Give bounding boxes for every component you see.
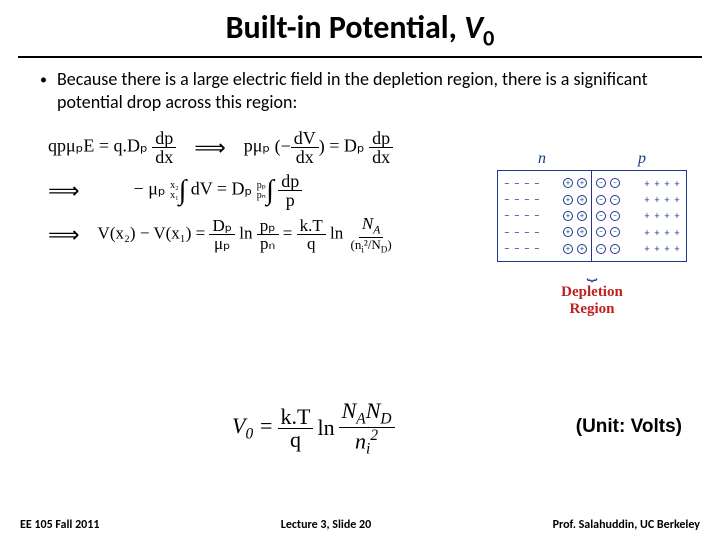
integral-icon: ∫ (179, 175, 187, 207)
integral-icon: ∫ (266, 175, 274, 207)
brace-icon: ⏟ (492, 260, 692, 282)
unit-label: (Unit: Volts) (576, 416, 682, 438)
title-prefix: Built-in Potential, (226, 8, 464, 47)
footer-right: Prof. Salahuddin, UC Berkeley (553, 518, 700, 532)
title-sub: 0 (483, 25, 494, 52)
eq1-left: qpμₚE = q.Dₚ dpdx (48, 129, 176, 166)
eq3-body: V(x₂) − V(x₁) = Dₚμₚ ln pₚpₙ = k.Tq ln N… (98, 215, 395, 254)
footer-left: EE 105 Fall 2011 (20, 518, 99, 532)
final-equation: V0 = k.Tq ln NANDni2 (232, 400, 395, 457)
hole-grid: ++++ ++++ ++++ ++++ ++++ (642, 175, 682, 257)
electron-grid: −−−− −−−− −−−− −−−− −−−− (502, 175, 542, 257)
acceptor-ions: −− −− −− −− −− (594, 175, 622, 257)
bullet-dot: • (40, 68, 47, 113)
footer: EE 105 Fall 2011 Lecture 3, Slide 20 Pro… (0, 518, 720, 532)
depletion-label: DepletionRegion (492, 284, 692, 318)
donor-ions: ++ ++ ++ ++ ++ (561, 175, 589, 257)
title-rule (18, 56, 702, 58)
p-label: p (638, 150, 646, 168)
implies-icon: ⟹ (48, 222, 80, 248)
implies-icon: ⟹ (194, 135, 226, 161)
bullet-text: Because there is a large electric field … (57, 68, 672, 113)
depletion-diagram: n p −−−− −−−− −−−− −−−− −−−− ++ ++ ++ ++… (492, 150, 692, 318)
bullet-1: • Because there is a large electric fiel… (0, 68, 720, 113)
eq2-body: − μₚ x₂x₁∫ dV = Dₚ pₚpₙ∫ dpp (134, 172, 303, 209)
junction-box: −−−− −−−− −−−− −−−− −−−− ++ ++ ++ ++ ++ … (497, 170, 687, 262)
title-var: V (464, 8, 483, 47)
p-side: −− −− −− −− −− ++++ ++++ ++++ ++++ ++++ (592, 171, 686, 261)
n-label: n (538, 150, 546, 168)
implies-icon: ⟹ (48, 178, 80, 204)
eq1-right: pμₚ (−dVdx) = Dₚ dpdx (244, 129, 393, 166)
footer-center: Lecture 3, Slide 20 (281, 518, 371, 532)
slide-title: Built-in Potential, V0 (0, 0, 720, 56)
n-side: −−−− −−−− −−−− −−−− −−−− ++ ++ ++ ++ ++ (498, 171, 592, 261)
